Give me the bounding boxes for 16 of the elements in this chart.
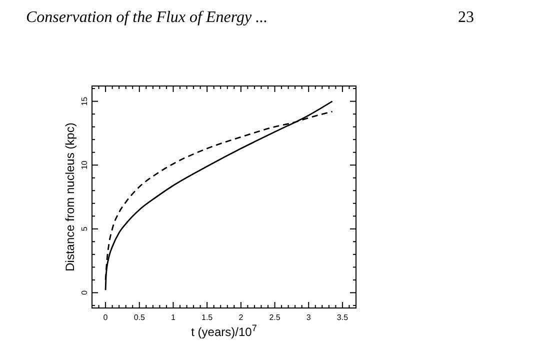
x-tick-label: 0.5 [134,313,146,322]
x-axis-title: t (years)/10$^{7}$ [191,323,257,339]
x-tick-label: 0 [103,313,108,322]
y-tick-label: 15 [80,96,89,106]
chart-title: Conservation of the Flux of Energy ... [26,9,268,26]
x-tick-label: 1 [171,313,176,322]
x-tick-label: 3.5 [336,313,349,322]
text: 23 [458,9,474,26]
x-tick-label: 1.5 [202,313,214,322]
x-tick-label: 2 [238,313,244,322]
y-tick-label: 0 [80,290,89,295]
x-tick-label: 3 [306,313,312,322]
y-tick-label: 5 [80,226,89,232]
x-tick-label: 2.5 [269,313,281,322]
y-axis-title: Distance from nucleus (kpc) [63,122,77,272]
y-tick-label: 10 [80,160,89,170]
